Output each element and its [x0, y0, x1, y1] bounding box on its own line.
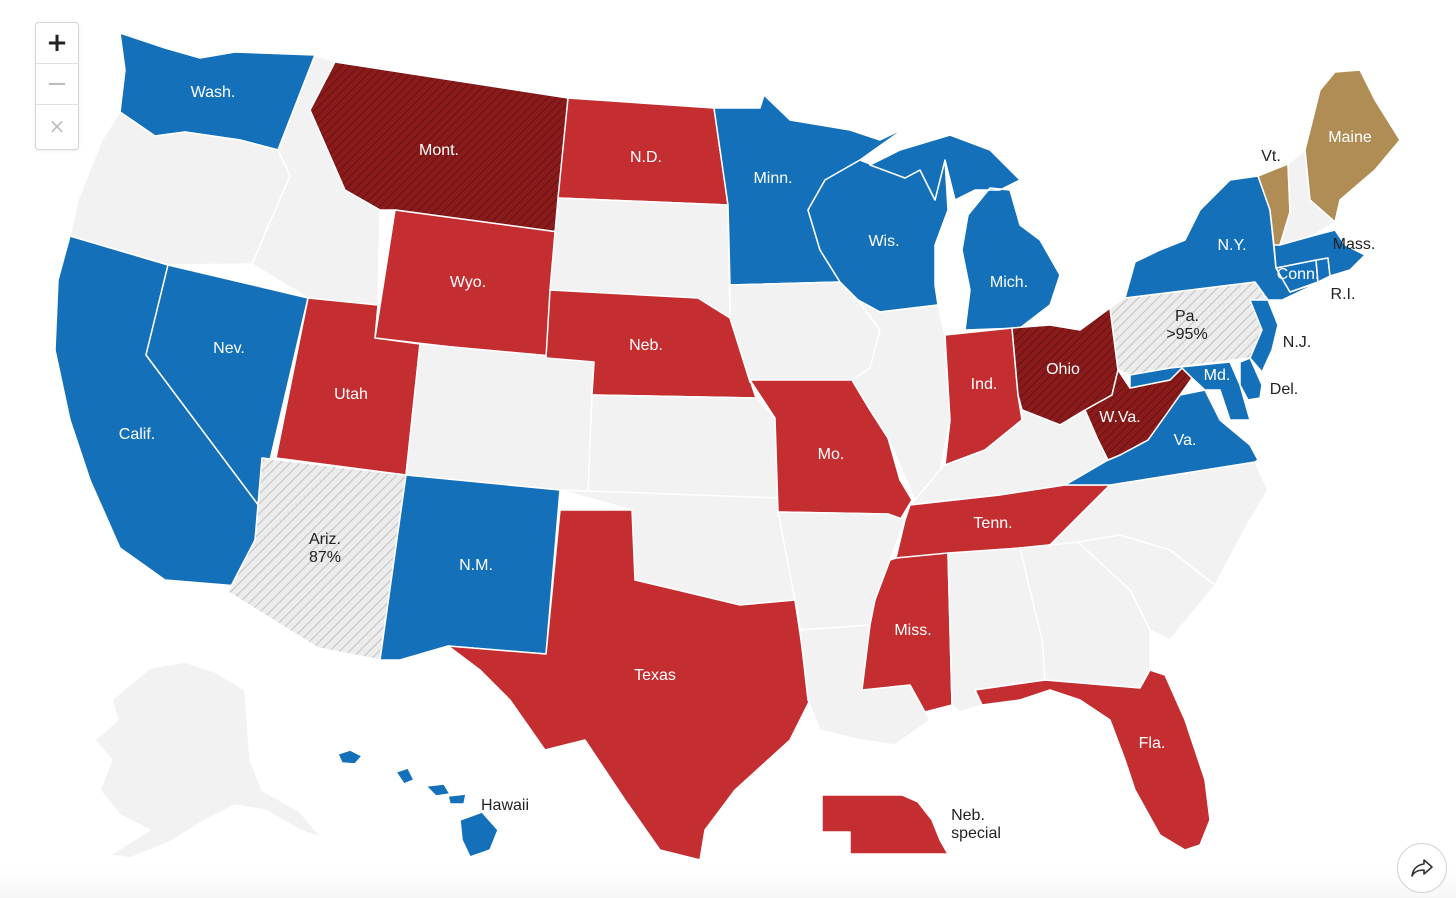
label-ri: R.I.: [1331, 286, 1356, 303]
label-in: Ind.: [971, 376, 998, 393]
state-mi[interactable]: [869, 134, 1061, 331]
label-wi: Wis.: [868, 233, 899, 250]
label-ms: Miss.: [894, 622, 931, 639]
label-ne-special-1: Neb.: [951, 807, 985, 824]
label-mn: Minn.: [753, 170, 792, 187]
label-ut: Utah: [334, 386, 368, 403]
label-ct: Conn.: [1277, 266, 1320, 283]
state-labels: Wash. Mont. N.D. Minn. Wis. Mich. Wyo. N…: [119, 84, 1376, 842]
state-fl[interactable]: [974, 669, 1211, 851]
label-fl: Fla.: [1139, 735, 1166, 752]
label-mi: Mich.: [990, 274, 1028, 291]
label-tn: Tenn.: [973, 515, 1012, 532]
label-md: Md.: [1204, 367, 1231, 384]
state-ak[interactable]: [94, 661, 323, 859]
state-me[interactable]: [1304, 69, 1401, 223]
label-wv: W.Va.: [1099, 409, 1141, 426]
label-oh: Ohio: [1046, 361, 1080, 378]
state-nj[interactable]: [1249, 299, 1279, 373]
label-nv: Nev.: [213, 340, 245, 357]
label-ma: Mass.: [1333, 236, 1376, 253]
share-arrow-icon: [1411, 859, 1433, 877]
state-tx[interactable]: [447, 509, 811, 861]
state-hi[interactable]: [337, 749, 499, 858]
label-me: Maine: [1328, 129, 1372, 146]
state-ks[interactable]: [587, 394, 781, 499]
state-ma[interactable]: [1273, 229, 1366, 277]
label-az-reporting: 87%: [309, 549, 341, 566]
label-nj: N.J.: [1283, 334, 1311, 351]
label-nd: N.D.: [630, 149, 662, 166]
bottom-fade: [0, 868, 1456, 898]
state-md[interactable]: [1129, 361, 1251, 421]
label-mt: Mont.: [419, 142, 459, 159]
zoom-controls: + − ×: [35, 22, 79, 150]
label-wy: Wyo.: [450, 274, 486, 291]
label-tx: Texas: [634, 667, 676, 684]
label-mo: Mo.: [818, 446, 845, 463]
share-button[interactable]: [1397, 843, 1447, 893]
label-pa: Pa.: [1175, 308, 1199, 325]
reset-zoom-button[interactable]: ×: [48, 113, 66, 138]
label-de: Del.: [1270, 381, 1298, 398]
zoom-in-button[interactable]: +: [36, 23, 78, 64]
label-wa: Wash.: [191, 84, 236, 101]
label-az: Ariz.: [309, 531, 341, 548]
state-nc[interactable]: [1049, 461, 1269, 586]
state-co[interactable]: [405, 343, 597, 496]
state-ne-special[interactable]: [821, 794, 949, 855]
label-ne-special-2: special: [951, 825, 1001, 842]
label-ca: Calif.: [119, 426, 155, 443]
label-nm: N.M.: [459, 557, 493, 574]
label-vt: Vt.: [1261, 148, 1281, 165]
label-va: Va.: [1174, 432, 1197, 449]
label-hi: Hawaii: [481, 797, 529, 814]
zoom-out-button[interactable]: −: [36, 64, 78, 105]
label-pa-reporting: >95%: [1166, 326, 1207, 343]
label-ne: Neb.: [629, 337, 663, 354]
label-ny: N.Y.: [1217, 237, 1246, 254]
